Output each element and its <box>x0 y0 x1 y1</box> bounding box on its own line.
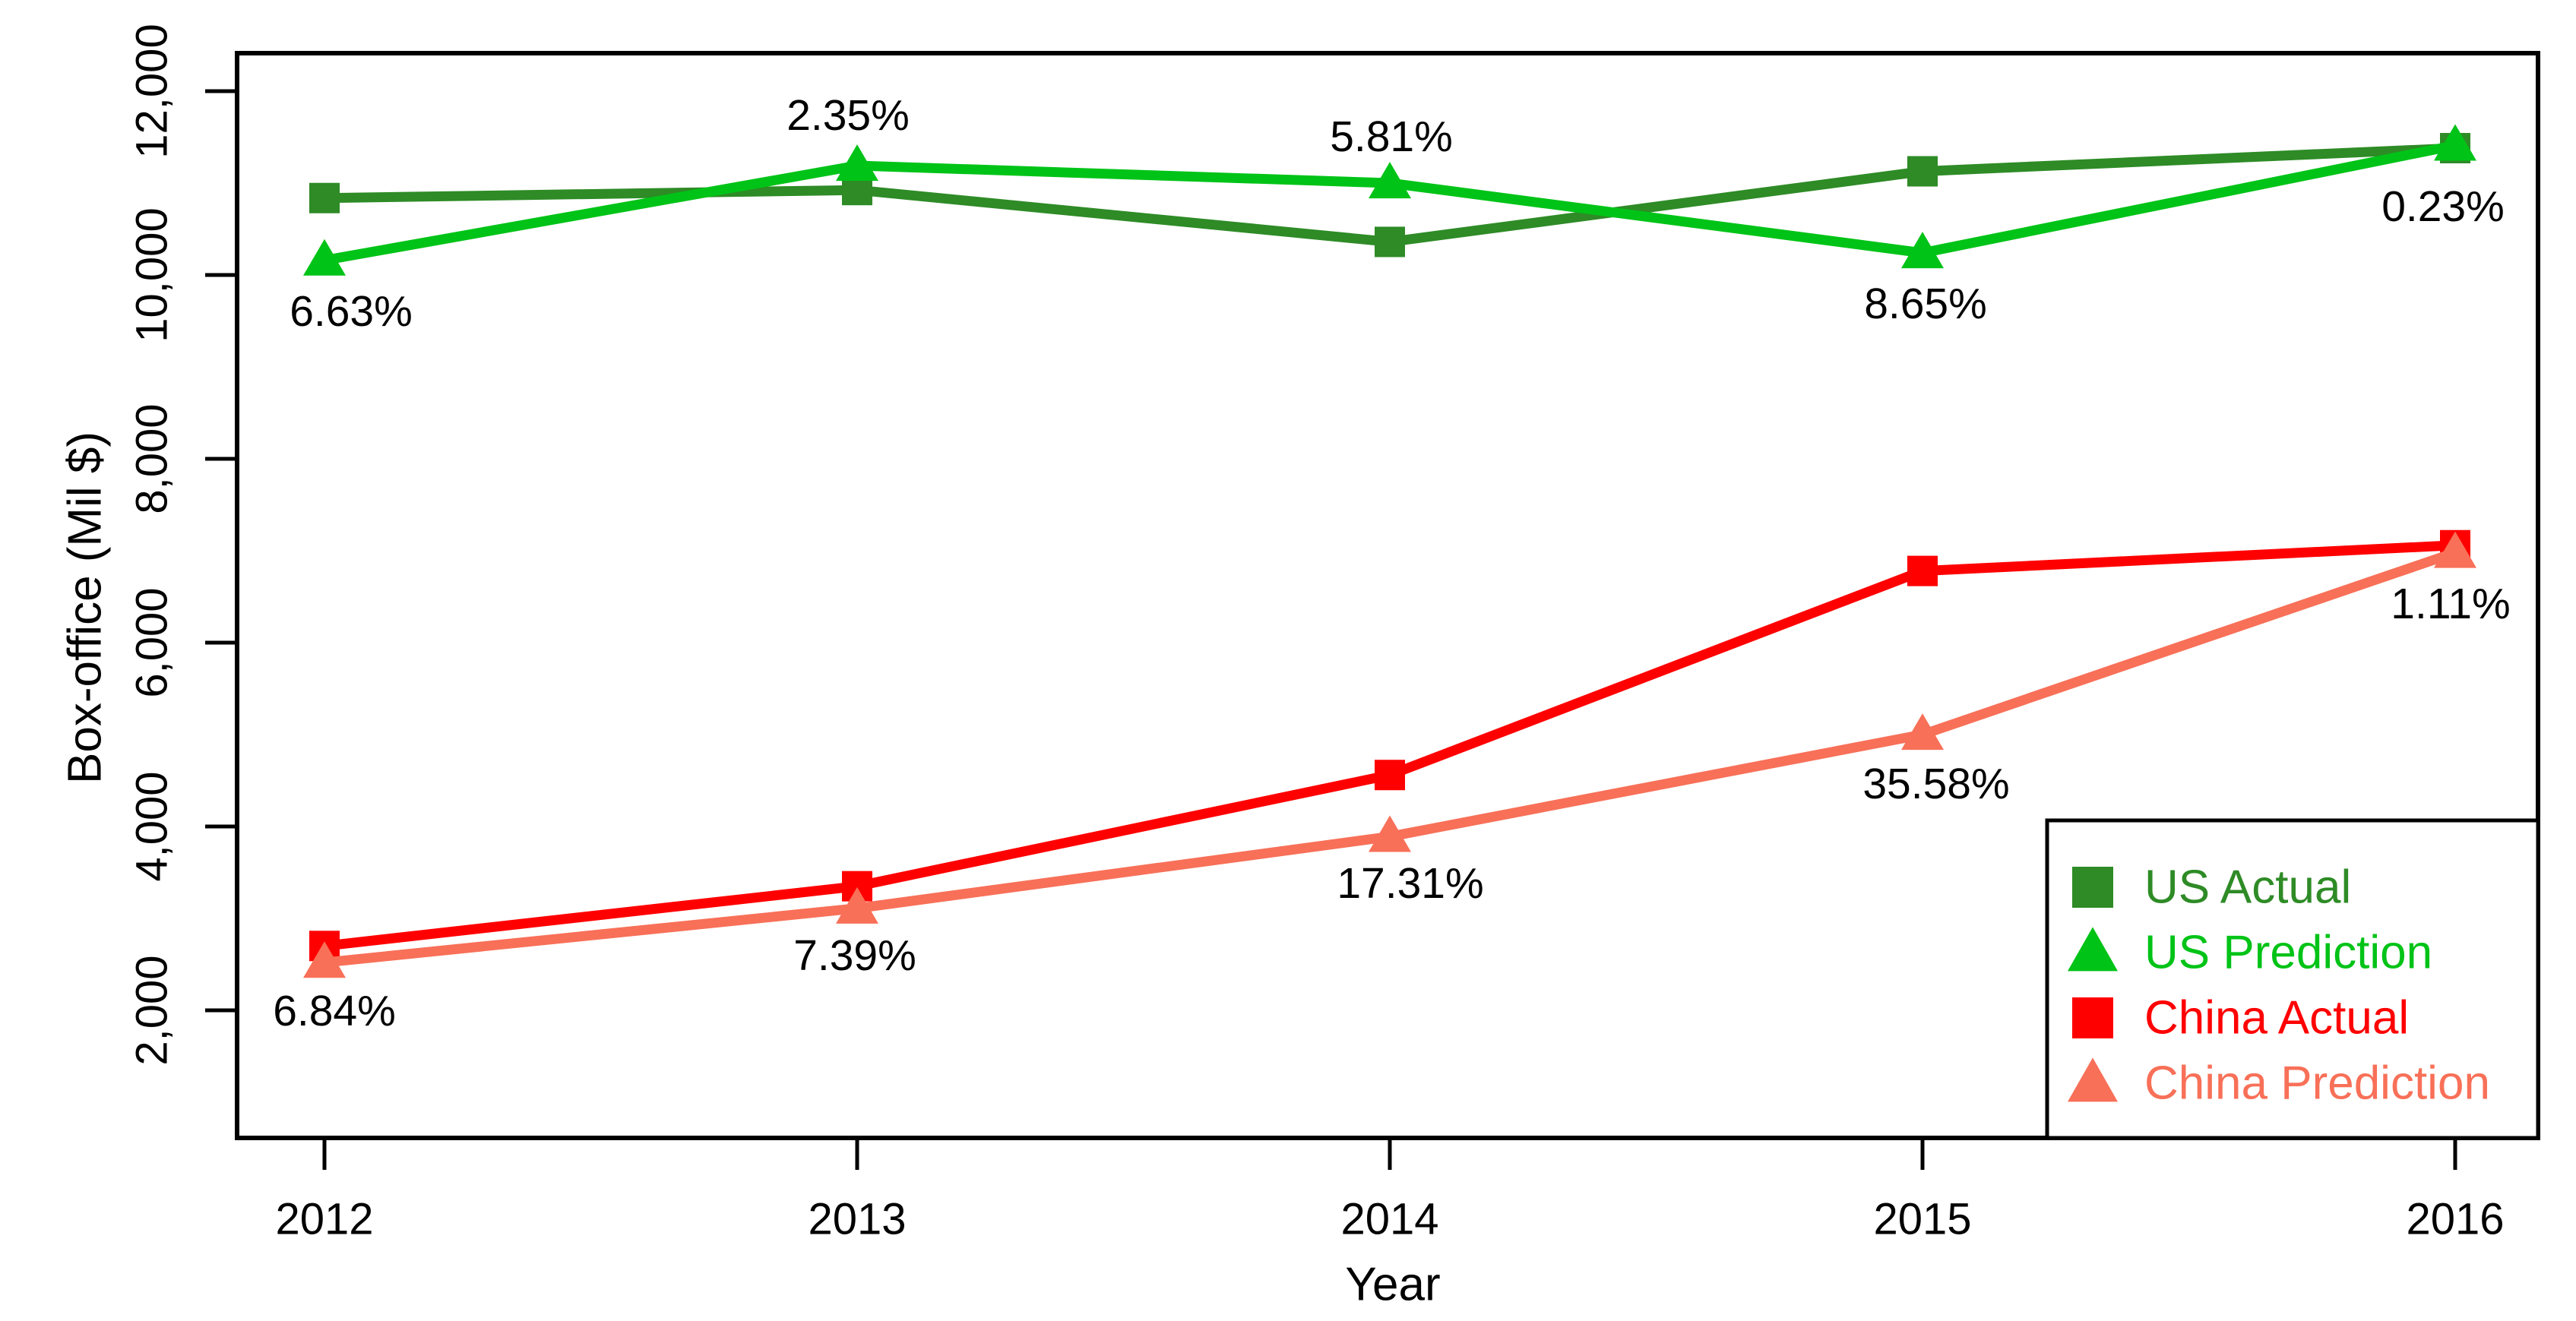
y-tick-label: 8,000 <box>128 403 177 514</box>
error-label: 7.39% <box>793 931 916 980</box>
marker-triangle <box>836 144 878 182</box>
error-label: 0.23% <box>2381 182 2505 231</box>
legend-label: China Actual <box>2144 992 2409 1044</box>
y-axis-title: Box-office (Mil $) <box>59 431 112 784</box>
error-label: 35.58% <box>1862 760 2009 808</box>
legend: US Actual US Prediction China Actual China … <box>2045 818 2540 1140</box>
error-label: 6.63% <box>290 287 413 336</box>
x-tick-label: 2016 <box>2406 1195 2504 1244</box>
marker-triangle <box>2434 124 2476 161</box>
marker-triangle <box>1369 815 1411 852</box>
marker-triangle <box>1901 713 1944 751</box>
legend-item-china-actual: China Actual <box>2072 992 2409 1044</box>
error-label: 2.35% <box>786 91 910 140</box>
marker-square <box>1375 226 1405 258</box>
marker-square <box>309 182 340 213</box>
series-us-prediction <box>303 124 2476 276</box>
error-label: 6.84% <box>273 987 396 1035</box>
series-china-actual <box>309 529 2470 962</box>
x-tick-label: 2014 <box>1340 1195 1438 1244</box>
legend-label: China Prediction <box>2144 1057 2490 1110</box>
y-tick-label: 2,000 <box>128 955 177 1065</box>
legend-label: US Prediction <box>2144 927 2432 979</box>
legend-item-us-prediction: US Prediction <box>2068 927 2432 979</box>
legend-triangle-icon <box>2068 927 2118 972</box>
legend-triangle-icon <box>2068 1057 2118 1102</box>
legend-square-icon <box>2072 867 2113 908</box>
x-tick-label: 2013 <box>808 1195 906 1244</box>
marker-triangle <box>836 886 878 924</box>
marker-square <box>1907 156 1938 187</box>
y-tick-label: 4,000 <box>128 771 177 881</box>
y-tick-label: 10,000 <box>128 207 177 342</box>
y-tick-label: 6,000 <box>128 587 177 697</box>
x-tick-label: 2012 <box>275 1195 373 1244</box>
marker-square <box>1375 760 1405 791</box>
y-tick-label: 12,000 <box>128 24 177 158</box>
legend-label: US Actual <box>2144 861 2351 914</box>
error-label: 8.65% <box>1864 280 1987 328</box>
legend-item-us-actual: US Actual <box>2072 861 2351 914</box>
marker-triangle <box>303 941 346 978</box>
error-label: 1.11% <box>2391 580 2510 628</box>
marker-triangle <box>1901 232 1944 269</box>
marker-square <box>1907 555 1938 586</box>
marker-triangle <box>303 239 346 276</box>
legend-box <box>2045 818 2540 1140</box>
x-axis-title: Year <box>1345 1258 1441 1311</box>
error-label: 5.81% <box>1330 112 1453 161</box>
marker-triangle <box>1369 162 1411 199</box>
legend-square-icon <box>2072 997 2113 1038</box>
series-china-prediction <box>303 531 2476 978</box>
plot-border <box>235 51 2540 1140</box>
marker-triangle <box>2434 531 2476 568</box>
error-label: 17.31% <box>1337 859 1483 908</box>
x-tick-label: 2015 <box>1873 1195 1971 1244</box>
legend-item-china-prediction: China Prediction <box>2068 1057 2490 1110</box>
